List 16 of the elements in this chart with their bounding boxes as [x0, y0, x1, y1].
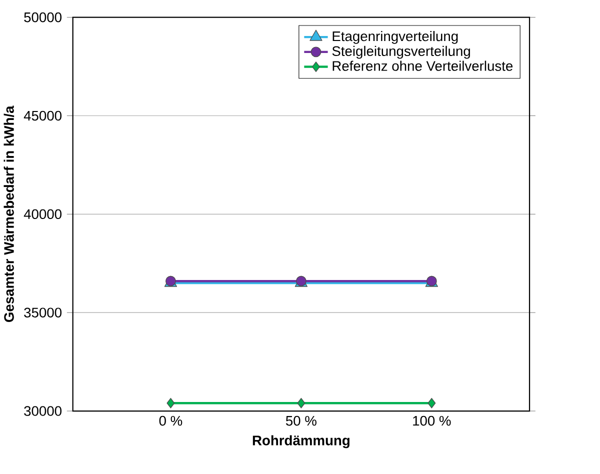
point: [297, 398, 306, 408]
legend-label: Etagenringverteilung: [332, 31, 458, 44]
y-axis-title: Gesamter Wärmebedarf in kWh/a: [4, 106, 14, 322]
y-tick-label: 40000: [24, 209, 62, 220]
point: [166, 398, 175, 408]
y-tick-label: 50000: [24, 12, 62, 22]
x-tick-label: 50 %: [286, 416, 316, 426]
x-tick-label: 0 %: [159, 416, 182, 426]
y-tick-label: 35000: [24, 308, 62, 318]
x-axis-title: Rohrdämmung: [252, 435, 350, 448]
legend-label: Referenz ohne Verteilverluste: [332, 60, 513, 71]
legend-label: Steigleitungsverteilung: [332, 46, 470, 59]
y-tick-label: 30000: [24, 406, 62, 416]
x-tick-label: 100 %: [413, 416, 451, 426]
y-tick-label: 45000: [24, 110, 62, 121]
point: [428, 398, 436, 408]
